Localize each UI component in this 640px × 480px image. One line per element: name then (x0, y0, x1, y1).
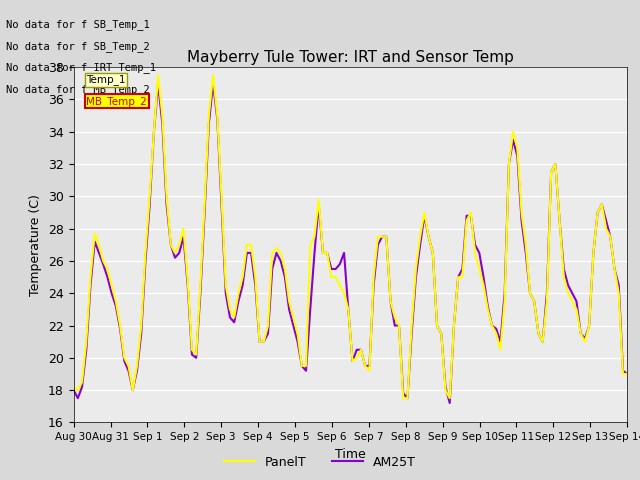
AM25T (116, 326, 124, 332)
Title: Mayberry Tule Tower: IRT and Sensor Temp: Mayberry Tule Tower: IRT and Sensor Temp (187, 49, 514, 65)
Line: AM25T: AM25T (74, 84, 627, 403)
Text: No data for f SB_Temp_2: No data for f SB_Temp_2 (6, 41, 150, 52)
Text: No data for f IRT_Temp_1: No data for f IRT_Temp_1 (6, 62, 156, 73)
AM25T (138, 331, 145, 336)
Legend: PanelT, AM25T: PanelT, AM25T (219, 451, 421, 474)
Text: No data for f MB_Temp_2: No data for f MB_Temp_2 (6, 84, 150, 95)
PanelT (623, 371, 631, 377)
Text: Temp_1: Temp_1 (86, 74, 126, 85)
AM25T (70, 387, 77, 393)
PanelT (70, 384, 77, 390)
PanelT (260, 339, 268, 345)
PanelT (526, 290, 534, 296)
AM25T (260, 339, 268, 345)
Text: MB_Temp_2: MB_Temp_2 (86, 96, 147, 107)
PanelT (522, 242, 530, 248)
PanelT (243, 242, 251, 248)
Line: PanelT: PanelT (74, 75, 627, 398)
PanelT (399, 396, 407, 401)
Y-axis label: Temperature (C): Temperature (C) (29, 194, 42, 296)
AM25T (243, 250, 251, 256)
X-axis label: Time: Time (335, 448, 366, 461)
PanelT (138, 323, 145, 328)
PanelT (154, 72, 162, 78)
AM25T (446, 400, 454, 406)
AM25T (623, 371, 631, 377)
AM25T (154, 81, 162, 86)
AM25T (526, 290, 534, 296)
AM25T (522, 250, 530, 256)
Text: No data for f SB_Temp_1: No data for f SB_Temp_1 (6, 19, 150, 30)
PanelT (116, 323, 124, 328)
